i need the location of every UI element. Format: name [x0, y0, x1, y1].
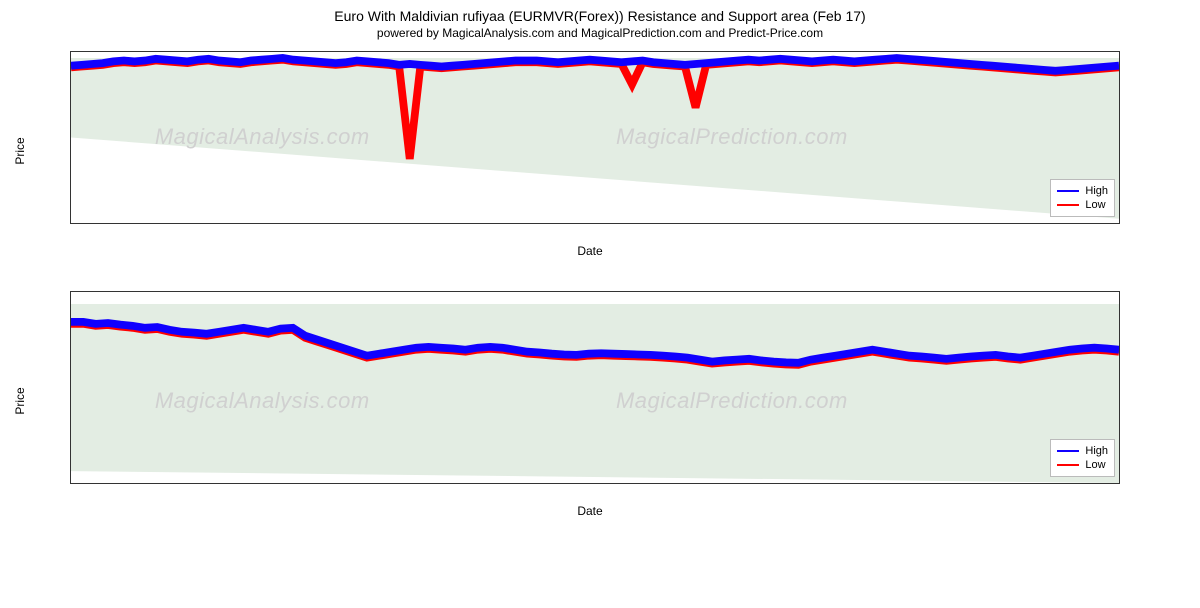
- legend-swatch-high: [1057, 450, 1079, 452]
- legend-swatch-low: [1057, 464, 1079, 466]
- legend-label-high: High: [1085, 184, 1108, 198]
- plot-area-bottom: MagicalAnalysis.com MagicalPrediction.co…: [70, 291, 1120, 484]
- legend-item-low: Low: [1057, 458, 1108, 472]
- svg-lines-bottom: [71, 292, 1119, 483]
- legend-label-low: Low: [1085, 198, 1105, 212]
- legend-item-low: Low: [1057, 198, 1108, 212]
- legend-box: High Low: [1050, 439, 1115, 477]
- svg-lines-top: [71, 52, 1119, 223]
- x-axis-label: Date: [60, 504, 1120, 518]
- legend-item-high: High: [1057, 184, 1108, 198]
- legend-swatch-high: [1057, 190, 1079, 192]
- chart-subtitle: powered by MagicalAnalysis.com and Magic…: [0, 26, 1200, 40]
- chart-top: Price MagicalAnalysis.com MagicalPredict…: [60, 46, 1180, 256]
- y-axis-label: Price: [13, 137, 27, 164]
- x-axis-label: Date: [60, 244, 1120, 258]
- legend-label-low: Low: [1085, 458, 1105, 472]
- legend-label-high: High: [1085, 444, 1108, 458]
- legend-item-high: High: [1057, 444, 1108, 458]
- plot-area-top: MagicalAnalysis.com MagicalPrediction.co…: [70, 51, 1120, 224]
- chart-bottom: Price MagicalAnalysis.com MagicalPredict…: [60, 286, 1180, 516]
- chart-title: Euro With Maldivian rufiyaa (EURMVR(Fore…: [0, 8, 1200, 24]
- legend-swatch-low: [1057, 204, 1079, 206]
- y-axis-label: Price: [13, 387, 27, 414]
- legend-box: High Low: [1050, 179, 1115, 217]
